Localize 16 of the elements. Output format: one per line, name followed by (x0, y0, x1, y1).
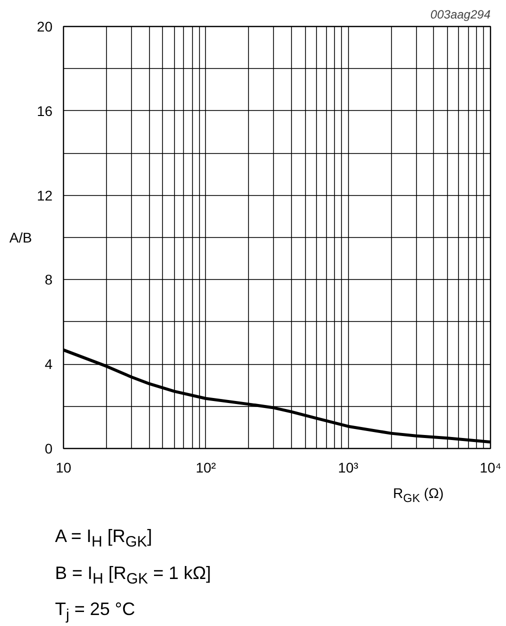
x-tick-label: 10⁴ (480, 460, 502, 476)
x-axis-title: R$_{GK}$ (Ω) (393, 484, 444, 507)
text: T$_{j}$ = 25 °C (55, 599, 136, 624)
y-tick-label: 16 (36, 102, 53, 119)
text: 003aag294 (430, 8, 491, 22)
y-axis-title: A/B (9, 230, 32, 246)
y-tick-label: 12 (36, 187, 53, 204)
x-tick-label: 10 (56, 460, 72, 476)
x-tick-label: 10² (196, 460, 216, 476)
x-tick-label: 10³ (338, 460, 359, 476)
y-tick-label: 4 (44, 356, 53, 372)
y-tick-label: 8 (44, 272, 53, 288)
y-tick-label: 20 (36, 18, 53, 34)
text: A = I$_{H}$ [R$_{GK}$] (55, 526, 152, 551)
y-tick-label: 0 (44, 440, 53, 456)
text: B = I$_{H}$ [R$_{GK}$ = 1 kΩ] (55, 562, 212, 588)
